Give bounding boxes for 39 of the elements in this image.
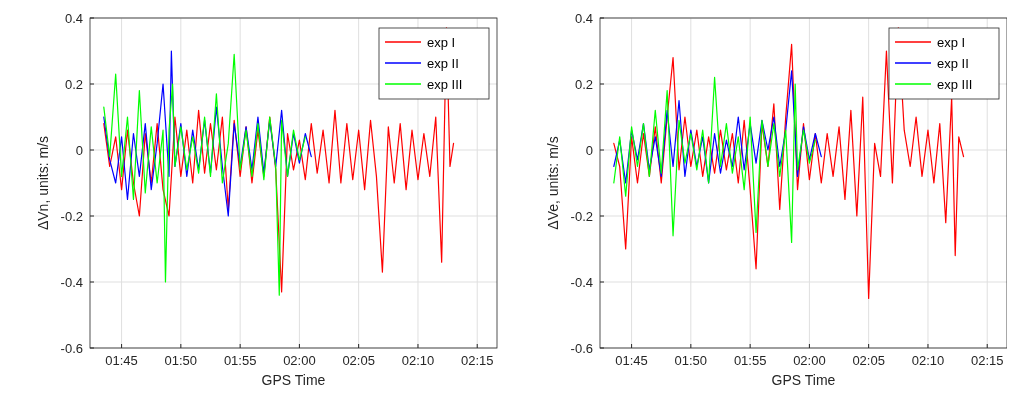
x-tick-label: 02:05 — [852, 353, 885, 368]
legend-label: exp II — [937, 56, 969, 71]
y-tick-label: 0 — [585, 142, 593, 158]
x-tick-label: 02:10 — [911, 353, 945, 368]
x-tick-label: 01:50 — [674, 353, 708, 368]
line-series — [103, 53, 306, 296]
x-tick-label: 01:45 — [105, 353, 138, 368]
y-tick-label: 0.4 — [64, 10, 83, 26]
x-tick-label: 02:15 — [970, 353, 1004, 368]
y-tick-label: -0.2 — [570, 208, 593, 224]
legend-label: exp I — [937, 35, 966, 50]
y-axis-title: ΔVn, units: m/s — [35, 135, 51, 231]
x-axis-title: GPS Time — [261, 372, 326, 388]
y-tick-label: 0.2 — [64, 76, 83, 92]
x-tick-label: 01:55 — [223, 353, 257, 368]
x-tick-label: 02:05 — [342, 353, 375, 368]
y-tick-label: 0 — [75, 142, 83, 158]
y-axis-title: ΔVe, units: m/s — [545, 136, 561, 230]
x-tick-label: 01:55 — [733, 353, 767, 368]
line-series — [613, 70, 822, 184]
x-tick-label: 01:45 — [615, 353, 648, 368]
x-tick-label: 02:00 — [793, 353, 826, 368]
line-series — [613, 76, 816, 243]
legend-label: exp II — [427, 56, 459, 71]
x-tick-label: 02:10 — [401, 353, 435, 368]
x-tick-label: 02:00 — [283, 353, 316, 368]
y-tick-label: -0.6 — [570, 340, 593, 356]
y-tick-label: -0.6 — [60, 340, 83, 356]
legend-label: exp III — [937, 77, 973, 92]
y-tick-label: 0.2 — [574, 76, 593, 92]
y-tick-label: -0.2 — [60, 208, 83, 224]
x-tick-label: 02:15 — [460, 353, 494, 368]
legend-label: exp I — [427, 35, 456, 50]
legend-label: exp III — [427, 77, 463, 92]
y-tick-label: 0.4 — [574, 10, 593, 26]
x-axis-title: GPS Time — [771, 372, 836, 388]
x-tick-label: 01:50 — [164, 353, 198, 368]
y-tick-label: -0.4 — [570, 274, 593, 290]
y-tick-label: -0.4 — [60, 274, 83, 290]
